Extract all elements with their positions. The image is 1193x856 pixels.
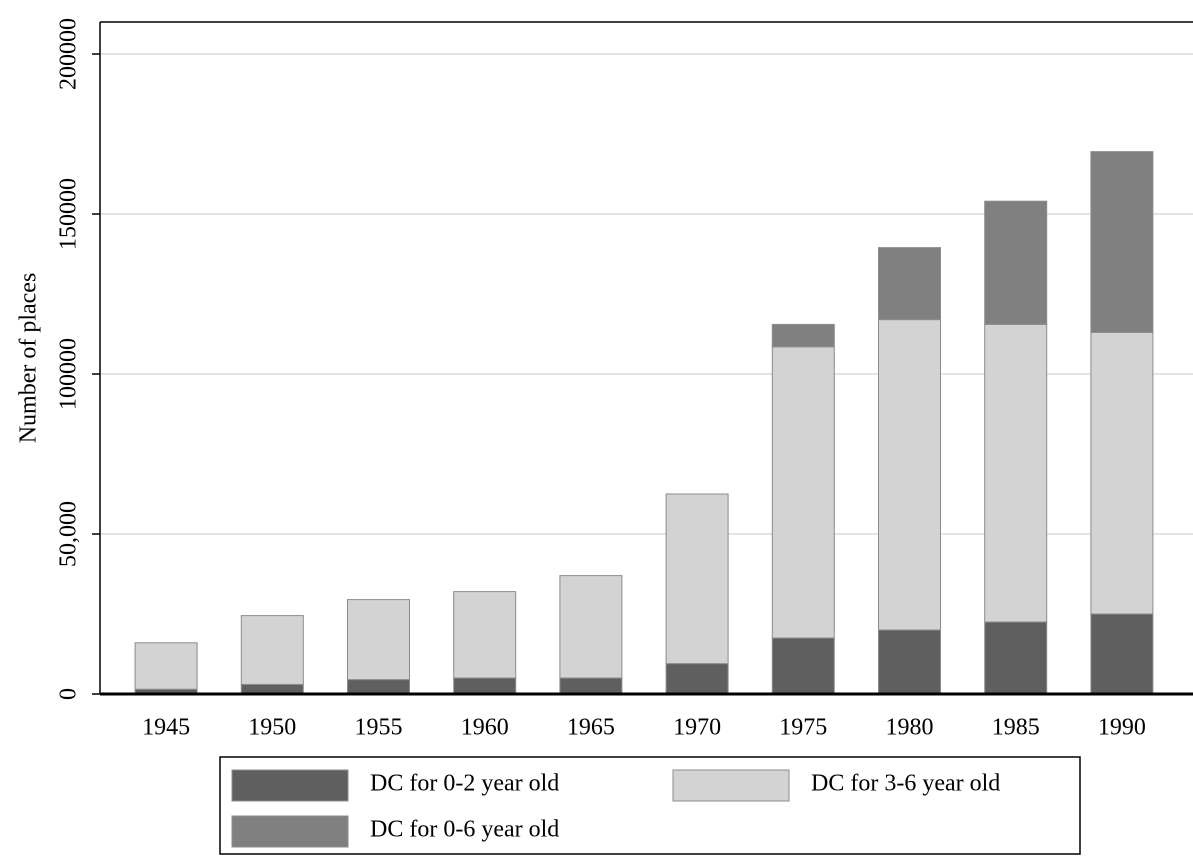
bar-segment [984, 323, 1048, 623]
bar-segment [665, 663, 729, 695]
legend-swatch [231, 769, 349, 802]
y-tick-label: 200000 [56, 18, 82, 90]
y-axis-label: Number of places [16, 273, 42, 444]
x-tick-label: 1975 [779, 715, 827, 741]
y-tick-label: 50,000 [56, 501, 82, 567]
y-tick-label: 150000 [56, 178, 82, 250]
bar-segment [984, 621, 1048, 695]
bar-segment [771, 323, 835, 348]
legend-swatch [231, 815, 349, 848]
bar-segment [771, 637, 835, 695]
bar-segment [1090, 151, 1154, 333]
y-tick-label: 0 [56, 688, 82, 700]
bar-segment [665, 493, 729, 665]
legend-swatch [672, 769, 790, 802]
legend: DC for 0-2 year old DC for 3-6 year old DC… [219, 756, 1081, 855]
x-tick-label: 1960 [461, 715, 509, 741]
legend-label: DC for 0-6 year old [370, 817, 559, 843]
legend-label: DC for 0-2 year old [370, 771, 559, 797]
x-tick-label: 1945 [142, 715, 190, 741]
bar-segment [134, 642, 198, 690]
legend-box [219, 756, 1081, 855]
bar-segment [878, 629, 941, 695]
x-tick-label: 1950 [248, 715, 296, 741]
y-tick-label: 100000 [56, 338, 82, 410]
x-tick-label: 1955 [355, 715, 403, 741]
bar-segment [878, 247, 941, 321]
x-tick-label: 1990 [1098, 715, 1146, 741]
bar-segment [984, 200, 1048, 325]
x-tick-label: 1980 [886, 715, 934, 741]
bar-segment [1090, 613, 1154, 695]
bar-segment [347, 679, 410, 695]
bar-segment [347, 599, 410, 681]
bar-segment [878, 319, 941, 631]
bar-segment [453, 677, 517, 695]
bar-segment [559, 575, 623, 679]
x-tick-label: 1985 [992, 715, 1040, 741]
legend-label: DC for 3-6 year old [811, 771, 1000, 797]
bar-segment [559, 677, 623, 695]
x-tick-label: 1965 [567, 715, 615, 741]
x-tick-label: 1970 [673, 715, 721, 741]
bar-segment [453, 591, 517, 679]
bar-segment [1090, 331, 1154, 615]
bar-segment [771, 346, 835, 639]
bar-segment [240, 615, 304, 685]
